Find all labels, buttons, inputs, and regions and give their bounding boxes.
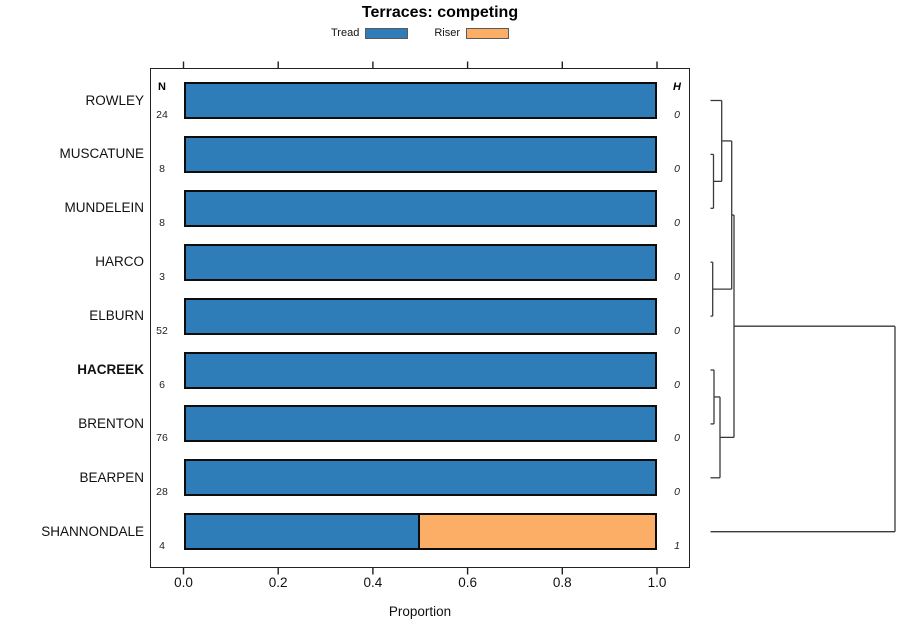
h-value-bearpen: 0 [674,486,680,499]
x-tick-label-0.2: 0.2 [268,575,288,590]
bar-segment-tread-brenton [183,405,657,443]
h-value-elburn: 0 [674,324,680,337]
h-value-harco: 0 [674,270,680,283]
n-value-rowley: 24 [156,109,168,121]
row-label-hacreek: HACREEK [77,362,144,377]
row-label-muscatune: MUSCATUNE [59,146,144,162]
n-value-shannondale: 4 [159,540,165,553]
row-label-mundelein: MUNDELEIN [64,200,144,216]
bar-segment-tread-bearpen [183,459,657,497]
x-tick-label-0.0: 0.0 [174,575,193,590]
chart-title: Terraces: competing [361,4,519,21]
n-value-brenton: 76 [156,432,168,445]
n-value-bearpen: 28 [156,486,168,499]
h-value-brenton: 0 [674,432,680,445]
bar-segment-tread-mundelein [183,189,657,227]
legend-label: Riser [434,27,460,39]
bar-segment-tread-harco [183,243,657,281]
bar-segment-tread-rowley [183,82,657,119]
x-axis-title: Proportion [388,604,452,619]
n-value-mundelein: 8 [159,216,165,229]
bar-segment-tread-hacreek [183,351,657,389]
n-value-hacreek: 6 [159,378,165,391]
x-tick-label-0.4: 0.4 [363,575,383,590]
legend-item-tread: Tread [331,27,409,39]
x-tick-label-0.6: 0.6 [458,575,477,590]
row-label-harco: HARCO [95,254,144,270]
legend-swatch-riser [466,27,509,39]
legend-label: Tread [331,27,360,39]
row-label-elburn: ELBURN [89,308,144,324]
h-value-muscatune: 0 [674,162,680,175]
row-label-shannondale: SHANNONDALE [41,523,144,539]
x-tick-label-0.8: 0.8 [552,575,572,590]
legend: Tread Riser [150,25,690,41]
n-value-muscatune: 8 [159,162,165,175]
row-label-rowley: ROWLEY [85,92,144,108]
h-value-hacreek: 0 [674,378,680,391]
bar-segment-riser-shannondale [418,513,657,551]
bar-segment-tread-shannondale [183,513,421,551]
row-label-bearpen: BEARPEN [79,469,144,485]
h-value-mundelein: 0 [674,216,680,229]
bar-segment-tread-muscatune [183,135,657,173]
h-column-header: H [673,81,681,93]
n-column-header: N [158,81,166,93]
row-label-brenton: BRENTON [78,415,144,431]
n-value-harco: 3 [159,270,165,283]
h-value-shannondale: 1 [674,540,680,553]
legend-swatch-tread [365,27,409,39]
h-value-rowley: 0 [674,109,680,121]
legend-item-riser: Riser [434,27,509,39]
n-value-elburn: 52 [156,324,168,337]
bar-segment-tread-elburn [183,297,657,335]
x-tick-label-1.0: 1.0 [647,575,667,590]
